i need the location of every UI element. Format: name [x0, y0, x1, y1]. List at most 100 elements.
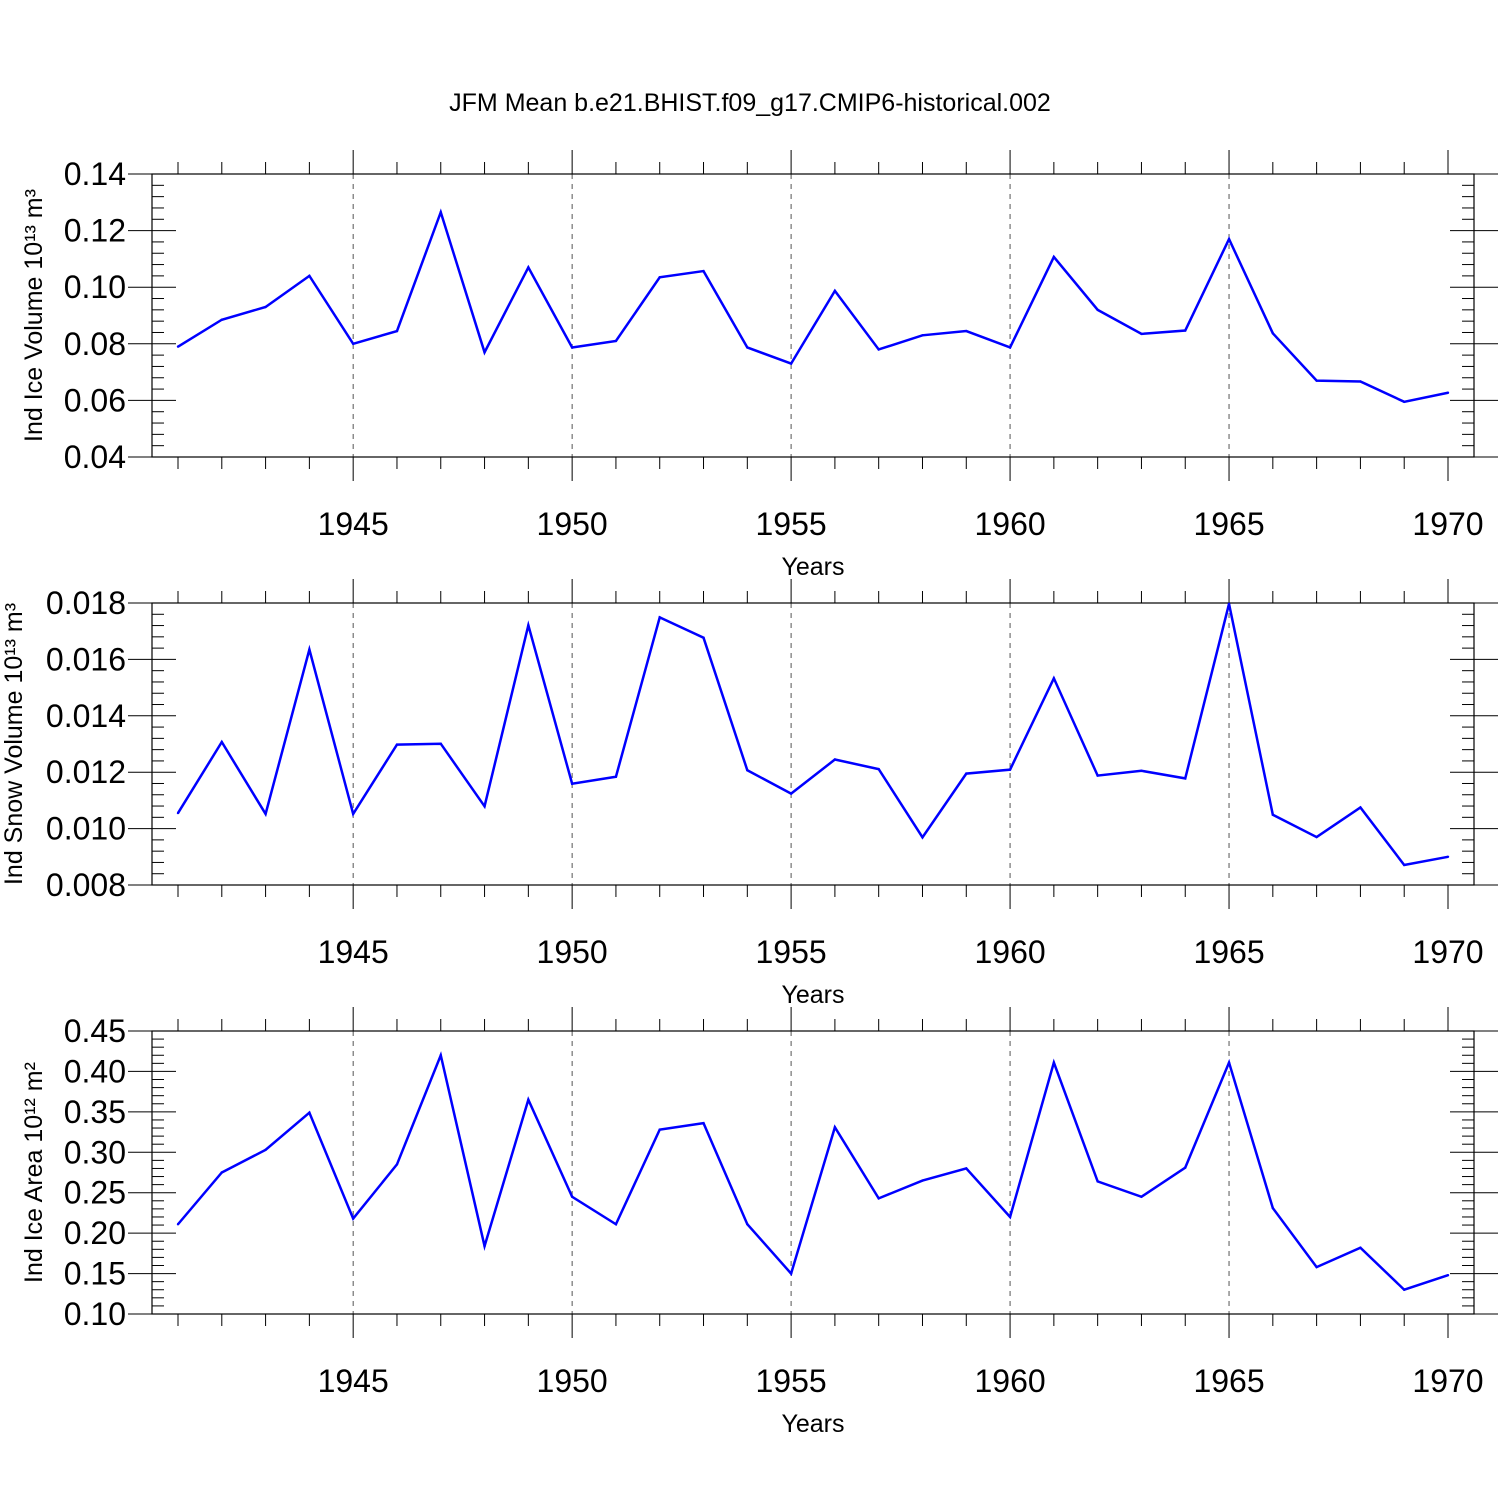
data-point: [395, 329, 399, 333]
series-line: [177, 1051, 1449, 1292]
data-point: [658, 1128, 661, 1131]
data-point: [1271, 1206, 1275, 1210]
data-point: [264, 305, 267, 309]
y-tick-label: 0.20: [64, 1215, 126, 1251]
data-point: [1008, 768, 1012, 771]
data-point: [1359, 380, 1362, 383]
data-point: [877, 348, 880, 351]
data-point: [395, 1163, 399, 1166]
data-point: [264, 1148, 267, 1152]
data-point: [1227, 1061, 1231, 1064]
panel-snow-volume: 1945 1950 1955 1960 1965 1970 0.008 0.010 0.012 0…: [0, 579, 1498, 1009]
y-axis-title: Ind Ice Volume 10¹³ m³: [20, 189, 48, 442]
x-tick-label: 1965: [1193, 1363, 1264, 1399]
data-point: [264, 812, 267, 816]
data-point: [921, 836, 924, 839]
x-tick-label: 1965: [1193, 934, 1264, 970]
series-line: [177, 208, 1449, 404]
panel-ice-volume: 1945 1950 1955 1960 1965 1970 0.04 0.06 0.08 0.10…: [20, 150, 1498, 581]
data-point: [746, 1223, 749, 1226]
data-point: [1140, 1195, 1143, 1198]
data-point: [614, 339, 618, 343]
series-line: [176, 603, 1449, 867]
data-point: [921, 334, 924, 337]
y-tick-label: 0.10: [64, 269, 126, 305]
x-tick-label: 1955: [756, 506, 827, 542]
data-point: [1140, 769, 1143, 772]
y-tick-label: 0.04: [64, 439, 126, 475]
y-axis-title: Ind Ice Area 10¹² m²: [20, 1062, 48, 1283]
data-point: [658, 276, 661, 279]
data-point: [833, 289, 837, 293]
y-tick-label: 0.018: [46, 585, 126, 621]
data-point: [176, 345, 180, 348]
data-point: [833, 1126, 837, 1129]
data-point: [439, 1054, 442, 1057]
data-point: [220, 740, 223, 744]
y-tick-label: 0.14: [64, 156, 126, 192]
data-point: [877, 767, 880, 771]
y-tick-label: 0.08: [64, 326, 126, 362]
y-tick-label: 0.40: [64, 1053, 126, 1089]
data-point: [1184, 329, 1187, 332]
y-axis-title: Ind Snow Volume 10¹³ m³: [0, 603, 28, 885]
data-point: [1052, 255, 1056, 259]
data-point: [570, 1195, 574, 1198]
data-point: [789, 1272, 793, 1275]
x-axis-title: Years: [781, 553, 844, 581]
data-point: [833, 758, 837, 761]
data-point: [614, 1223, 618, 1226]
x-axis-title: Years: [781, 1410, 844, 1438]
data-point: [308, 274, 311, 278]
data-point: [351, 1217, 355, 1220]
chart-title: JFM Mean b.e21.BHIST.f09_g17.CMIP6-histo…: [449, 89, 1051, 117]
data-point: [1271, 813, 1275, 816]
data-point: [1403, 863, 1406, 867]
data-point: [702, 636, 705, 639]
data-point: [1403, 1288, 1406, 1291]
data-point: [1446, 855, 1450, 858]
data-point: [176, 1223, 180, 1226]
data-point: [220, 1171, 223, 1174]
data-point: [527, 266, 530, 269]
x-tick-label: 1950: [537, 1363, 608, 1399]
data-point: [439, 211, 442, 214]
data-point: [746, 769, 749, 772]
data-point: [1096, 774, 1099, 777]
data-point: [483, 805, 486, 808]
data-point: [351, 812, 355, 816]
data-point: [789, 792, 793, 795]
y-tick-label: 0.012: [46, 754, 126, 790]
data-point: [1008, 346, 1012, 349]
y-tick-label: 0.010: [46, 811, 126, 847]
x-tick-label: 1945: [318, 934, 389, 970]
y-tick-label: 0.25: [64, 1175, 126, 1211]
data-point: [483, 1244, 486, 1248]
data-point: [351, 342, 355, 345]
data-point: [570, 346, 574, 349]
data-point: [1184, 1166, 1187, 1169]
data-point: [1315, 835, 1318, 839]
data-point: [965, 772, 968, 775]
data-point: [1008, 1215, 1012, 1219]
data-point: [1315, 1265, 1318, 1269]
data-point: [1359, 806, 1362, 809]
data-point: [395, 743, 399, 746]
data-point: [789, 362, 793, 365]
data-point: [1052, 1061, 1056, 1064]
data-point: [702, 1121, 705, 1125]
data-point: [308, 648, 311, 651]
y-tick-label: 0.014: [46, 698, 126, 734]
data-point: [308, 1111, 311, 1114]
x-tick-label: 1955: [756, 934, 827, 970]
x-tick-label: 1945: [318, 1363, 389, 1399]
x-tick-label: 1960: [974, 506, 1045, 542]
x-tick-label: 1970: [1412, 934, 1483, 970]
y-tick-label: 0.10: [64, 1296, 126, 1332]
data-point: [1446, 1273, 1450, 1277]
plot-frame: [151, 1030, 1475, 1315]
y-tick-label: 0.06: [64, 382, 126, 418]
x-tick-label: 1970: [1412, 1363, 1483, 1399]
plot-frame: [151, 173, 1475, 458]
